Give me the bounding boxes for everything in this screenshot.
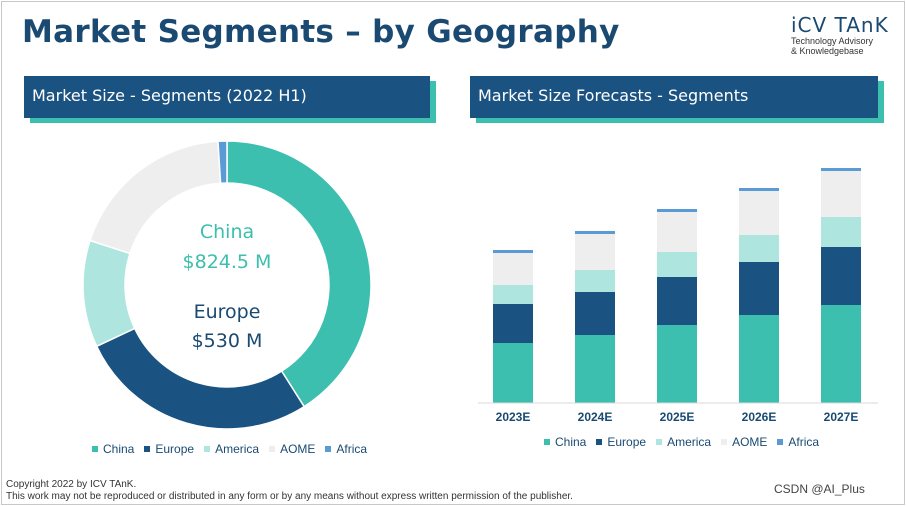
bar-segment-china-2025E [657,325,697,403]
copyright-notice: This work may not be reproduced or distr… [6,491,573,502]
legend-item-africa: Africa [777,435,819,449]
donut-label-europe: Europe [194,301,261,323]
legend-label: Africa [788,435,820,449]
x-tick-label: 2025E [660,410,695,424]
donut-slice-china [226,140,372,408]
bar-segment-aome-2026E [739,191,779,235]
donut-panel-heading: Market Size - Segments (2022 H1) [24,76,430,118]
bar-segment-aome-2025E [657,212,697,252]
bar-segment-europe-2023E [493,304,533,343]
donut-legend: China Europe America AOME Africa [92,442,377,456]
legend-item-europe: Europe [596,435,646,449]
legend-item-america: America [204,442,259,456]
legend-swatch [269,446,276,452]
forecast-legend: China Europe America AOME Africa [544,435,829,449]
legend-swatch [777,439,784,445]
donut-slice-africa [217,140,228,184]
legend-item-aome: AOME [721,435,767,449]
donut-value-china: $824.5 M [183,251,272,273]
donut-value-europe: $530 M [192,330,263,352]
bar-segment-aome-2023E [493,253,533,285]
legend-item-china: China [92,442,134,456]
legend-swatch [544,439,550,445]
bar-segment-africa-2024E [575,231,615,234]
legend-swatch [721,439,728,445]
legend-item-aome: AOME [269,442,315,456]
bar-segment-america-2026E [739,235,779,262]
legend-item-china: China [544,435,586,449]
legend-label: China [555,435,587,449]
legend-label: China [103,442,135,456]
logo-name: iCV TAnK [791,13,889,37]
legend-label: AOME [280,442,316,456]
legend-item-america: America [656,435,711,449]
bar-segment-europe-2024E [575,292,615,335]
bar-segment-china-2026E [739,315,779,403]
brand-logo: iCV TAnK Technology Advisory & Knowledge… [791,14,891,56]
legend-item-europe: Europe [144,442,194,456]
x-tick-label: 2023E [496,410,531,424]
donut-label-china: China [200,221,254,243]
bar-segment-america-2023E [493,285,533,304]
bar-segment-africa-2026E [739,188,779,191]
legend-label: Europe [607,435,647,449]
bar-segment-china-2024E [575,335,615,403]
bar-segment-aome-2024E [575,234,615,270]
logo-tagline-1: Technology Advisory [791,36,874,46]
legend-swatch [204,446,211,452]
logo-tagline-2: & Knowledgebase [791,46,864,56]
forecast-panel-heading: Market Size Forecasts - Segments [470,76,878,118]
bar-segment-america-2025E [657,252,697,277]
footer: Copyright 2022 by ICV TAnK. This work ma… [6,479,573,503]
bar-segment-europe-2025E [657,277,697,325]
page-title: Market Segments – by Geography [22,14,620,50]
bar-segment-china-2023E [493,343,533,403]
x-tick-label: 2027E [824,410,859,424]
bar-segment-china-2027E [821,305,861,403]
legend-label: AOME [732,435,768,449]
bar-segment-africa-2027E [821,168,861,171]
legend-label: America [215,442,260,456]
bar-segment-africa-2025E [657,209,697,212]
legend-swatch [92,446,98,452]
watermark: CSDN @AI_Plus [774,482,865,496]
x-tick-label: 2024E [578,410,613,424]
legend-label: Africa [336,442,368,456]
legend-label: Europe [155,442,195,456]
legend-label: America [667,435,712,449]
legend-swatch [596,439,603,445]
copyright-text: Copyright 2022 by ICV TAnK. [6,479,137,490]
bar-segment-europe-2027E [821,247,861,305]
bar-segment-america-2024E [575,270,615,292]
legend-swatch [325,446,332,452]
legend-swatch [656,439,663,445]
x-tick-label: 2026E [742,410,777,424]
bar-segment-africa-2023E [493,250,533,253]
legend-swatch [144,446,151,452]
bar-segment-europe-2026E [739,262,779,315]
bar-segment-america-2027E [821,217,861,247]
bar-segment-aome-2027E [821,171,861,217]
legend-item-africa: Africa [325,442,367,456]
